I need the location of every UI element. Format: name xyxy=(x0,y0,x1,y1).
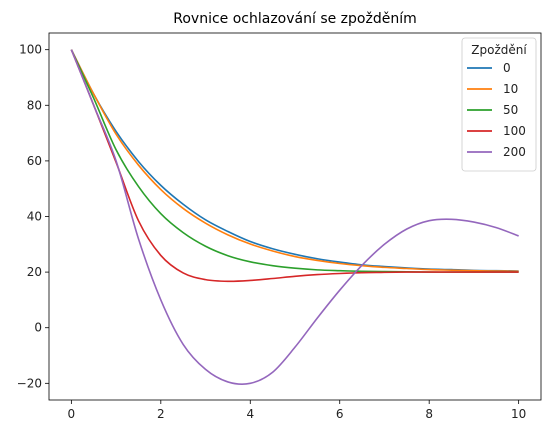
x-tick-label: 0 xyxy=(68,407,76,421)
legend-label-50: 50 xyxy=(503,103,518,117)
series-line-100 xyxy=(70,49,519,283)
plot-frame xyxy=(48,32,542,401)
y-tick-label: 100 xyxy=(19,43,42,57)
plot-area xyxy=(49,33,541,400)
series-line-10 xyxy=(70,49,519,273)
y-tick-label: 40 xyxy=(27,210,42,224)
y-tick-label: 80 xyxy=(27,98,42,112)
legend-title: Zpoždění xyxy=(471,43,527,57)
y-tick-label: 20 xyxy=(27,265,42,279)
x-tick-label: 6 xyxy=(336,407,344,421)
legend-label-0: 0 xyxy=(503,61,511,75)
series-lines xyxy=(70,49,519,386)
series-line-200 xyxy=(70,49,519,386)
y-tick-label: −20 xyxy=(17,376,42,390)
legend-label-100: 100 xyxy=(503,124,526,138)
legend-box xyxy=(461,37,537,172)
legend-label-10: 10 xyxy=(503,82,518,96)
chart-title: Rovnice ochlazování se zpožděním xyxy=(173,11,416,27)
x-tick-label: 2 xyxy=(157,407,165,421)
legend: Zpoždění 0 10 50 100 200 xyxy=(461,37,537,172)
x-tick-label: 10 xyxy=(511,407,526,421)
x-tick-label: 8 xyxy=(425,407,433,421)
y-tick-label: 0 xyxy=(34,321,42,335)
y-tick-label: 60 xyxy=(27,154,42,168)
legend-label-200: 200 xyxy=(503,145,526,159)
x-tick-label: 4 xyxy=(246,407,254,421)
